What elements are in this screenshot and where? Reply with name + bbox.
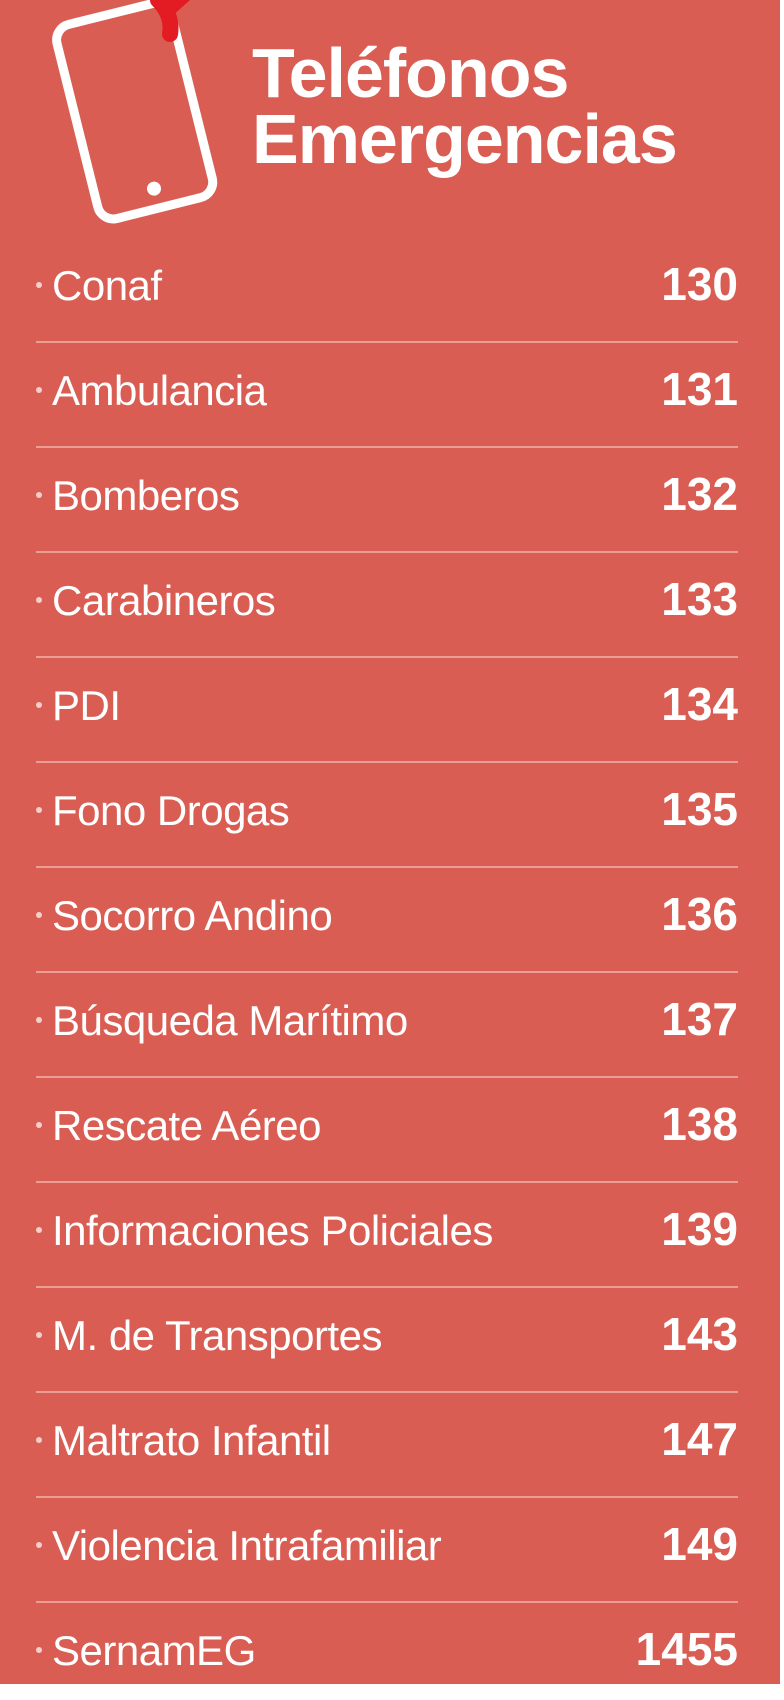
phone-number: 132 [661, 468, 738, 520]
bullet-icon [36, 1331, 42, 1338]
service-name: Fono Drogas [52, 787, 290, 834]
bullet-icon [36, 386, 42, 393]
list-item: Ambulancia 131 [0, 343, 784, 448]
list-item: Violencia Intrafamiliar 149 [0, 1498, 784, 1603]
list-item: PDI 134 [0, 658, 784, 763]
service-name: Violencia Intrafamiliar [52, 1522, 442, 1569]
list-item: SernamEG 1455 [0, 1603, 784, 1700]
phone-number: 130 [661, 258, 738, 310]
divider [36, 1076, 738, 1078]
bottom-border [0, 1684, 784, 1700]
service-name: Conaf [52, 262, 162, 309]
divider [36, 551, 738, 553]
service-name: M. de Transportes [52, 1312, 382, 1359]
divider [36, 866, 738, 868]
service-name: Maltrato Infantil [52, 1417, 331, 1464]
service-name: Socorro Andino [52, 892, 333, 939]
service-name: Rescate Aéreo [52, 1102, 322, 1149]
list-item: Conaf 130 [0, 238, 784, 343]
service-name: Carabineros [52, 577, 276, 624]
phone-number: 147 [661, 1413, 738, 1465]
bullet-icon [36, 806, 42, 813]
divider [36, 1391, 738, 1393]
list-item: Carabineros 133 [0, 553, 784, 658]
list-item: Informaciones Policiales 139 [0, 1183, 784, 1288]
bullet-icon [36, 1016, 42, 1023]
phone-icon [52, 0, 218, 224]
divider [36, 1601, 738, 1603]
bullet-icon [36, 491, 42, 498]
header: Teléfonos Emergencias [0, 0, 784, 230]
emergency-list: Conaf 130 Ambulancia 131 Bomberos 132 Ca… [0, 238, 784, 1700]
phone-number: 149 [661, 1518, 738, 1570]
bullet-icon [36, 1541, 42, 1548]
list-item: M. de Transportes 143 [0, 1288, 784, 1393]
list-item: Búsqueda Marítimo 137 [0, 973, 784, 1078]
phone-number: 133 [661, 573, 738, 625]
divider [36, 1496, 738, 1498]
divider [36, 1286, 738, 1288]
divider [36, 446, 738, 448]
bullet-icon [36, 911, 42, 918]
title-line-2: Emergencias [252, 100, 678, 178]
phone-number: 131 [661, 363, 738, 415]
phone-number: 138 [661, 1098, 738, 1150]
phone-number: 135 [661, 783, 738, 835]
service-name: Bomberos [52, 472, 240, 519]
phone-number: 136 [661, 888, 738, 940]
bullet-icon [36, 596, 42, 603]
divider [36, 1181, 738, 1183]
service-name: PDI [52, 682, 121, 729]
service-name: Búsqueda Marítimo [52, 997, 408, 1044]
service-name: Informaciones Policiales [52, 1207, 493, 1254]
phone-number: 139 [661, 1203, 738, 1255]
phone-number: 134 [661, 678, 738, 730]
divider [36, 761, 738, 763]
divider [36, 341, 738, 343]
list-item: Socorro Andino 136 [0, 868, 784, 973]
divider [36, 656, 738, 658]
phone-number: 1455 [635, 1623, 738, 1675]
bullet-icon [36, 281, 42, 288]
list-item: Maltrato Infantil 147 [0, 1393, 784, 1498]
phone-number: 137 [661, 993, 738, 1045]
title-line-1: Teléfonos [252, 34, 569, 112]
list-item: Fono Drogas 135 [0, 763, 784, 868]
list-item: Rescate Aéreo 138 [0, 1078, 784, 1183]
service-name: Ambulancia [52, 367, 267, 414]
bullet-icon [36, 1226, 42, 1233]
bullet-icon [36, 701, 42, 708]
bullet-icon [36, 1436, 42, 1443]
page-title: Teléfonos Emergencias [252, 34, 678, 178]
bullet-icon [36, 1121, 42, 1128]
right-border [780, 0, 784, 1700]
service-name: SernamEG [52, 1627, 256, 1674]
phone-number: 143 [661, 1308, 738, 1360]
list-item: Bomberos 132 [0, 448, 784, 553]
bullet-icon [36, 1646, 42, 1653]
divider [36, 971, 738, 973]
